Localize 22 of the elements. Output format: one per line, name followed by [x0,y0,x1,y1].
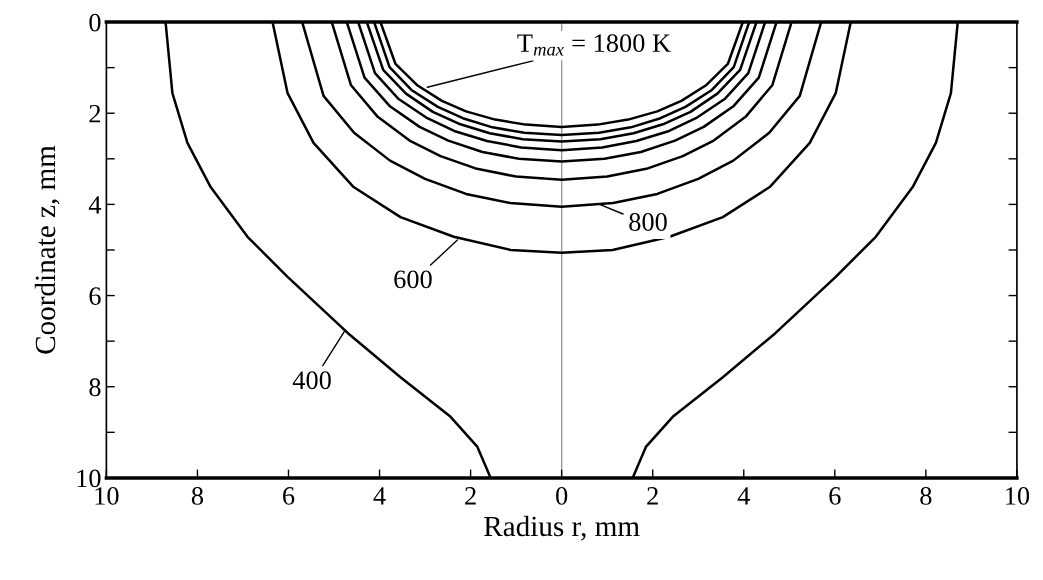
y-tick-label: 10 [77,469,101,488]
annotation: T$_{max}$ = 1800 K [517,34,671,56]
x-tick-label: 6 [283,487,295,505]
annotation: 800 [629,213,667,231]
x-axis-title: Radius r, mm [484,515,640,541]
x-tick-label: 0 [556,487,568,505]
x-tick-label: 2 [647,487,658,505]
x-tick-label: 4 [737,487,750,505]
x-tick-label: 8 [920,487,932,505]
y-axis-title: Coordinate z, mm [34,145,60,354]
x-tick-label: 2 [465,487,476,505]
annotation: 600 [394,270,432,289]
y-tick-label: 6 [89,287,101,305]
x-tick-label: 8 [191,487,204,505]
y-tick-label: 2 [89,104,101,123]
x-tick-label: 6 [829,487,841,505]
y-tick-label: 0 [89,13,101,32]
y-tick-label: 4 [88,196,102,214]
x-tick-label: 4 [373,487,386,505]
x-tick-label: 10 [1006,487,1030,505]
annotation: 400 [292,371,331,390]
y-tick-label: 8 [89,378,101,397]
